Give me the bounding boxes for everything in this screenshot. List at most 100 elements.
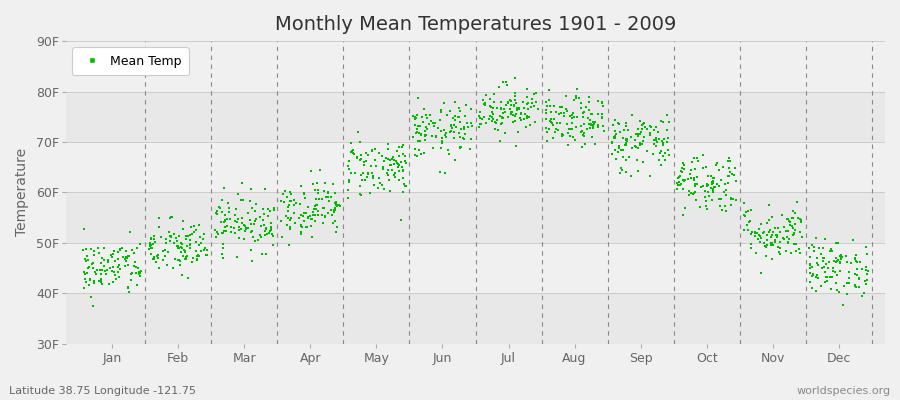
Point bbox=[408, 146, 422, 152]
Point bbox=[584, 111, 598, 118]
Point bbox=[635, 138, 650, 145]
Point bbox=[255, 251, 269, 257]
Point bbox=[832, 289, 846, 296]
Point bbox=[328, 207, 342, 213]
Point bbox=[564, 112, 579, 118]
Point bbox=[687, 177, 701, 183]
Point bbox=[849, 252, 863, 259]
Point bbox=[158, 240, 173, 246]
Point bbox=[778, 248, 793, 254]
Point bbox=[518, 105, 532, 111]
Point bbox=[634, 140, 649, 147]
Point bbox=[408, 116, 422, 122]
Point bbox=[113, 247, 128, 253]
Point bbox=[496, 79, 510, 85]
Point bbox=[210, 211, 224, 218]
Point bbox=[706, 185, 720, 192]
Point bbox=[280, 222, 294, 228]
Point bbox=[829, 258, 843, 265]
Point bbox=[691, 158, 706, 164]
Point bbox=[326, 220, 340, 227]
Point bbox=[619, 140, 634, 146]
Point bbox=[857, 290, 871, 296]
Point bbox=[817, 268, 832, 275]
Point bbox=[421, 121, 436, 128]
Point bbox=[803, 264, 817, 271]
Point bbox=[328, 190, 343, 196]
Point bbox=[77, 276, 92, 282]
Point bbox=[431, 125, 446, 131]
Point bbox=[712, 167, 726, 173]
Point bbox=[483, 113, 498, 119]
Point bbox=[215, 255, 230, 261]
Point bbox=[554, 110, 568, 116]
Point bbox=[588, 118, 602, 125]
Point bbox=[315, 196, 329, 202]
Point bbox=[342, 178, 356, 185]
Point bbox=[392, 161, 406, 168]
Point bbox=[543, 103, 557, 109]
Point bbox=[727, 172, 742, 178]
Point bbox=[266, 242, 280, 248]
Point bbox=[428, 120, 442, 126]
Point bbox=[408, 116, 422, 123]
Point bbox=[190, 252, 204, 259]
Point bbox=[575, 110, 590, 116]
Point bbox=[720, 158, 734, 164]
Point bbox=[495, 115, 509, 121]
Point bbox=[412, 130, 427, 136]
Point bbox=[144, 235, 158, 241]
Point bbox=[214, 251, 229, 257]
Point bbox=[504, 102, 518, 108]
Point bbox=[306, 209, 320, 215]
Point bbox=[575, 113, 590, 120]
Point bbox=[575, 128, 590, 134]
Point bbox=[682, 191, 697, 198]
Y-axis label: Temperature: Temperature bbox=[15, 148, 29, 236]
Point bbox=[224, 229, 238, 235]
Point bbox=[252, 214, 266, 220]
Point bbox=[815, 255, 830, 262]
Point bbox=[571, 86, 585, 92]
Point bbox=[828, 268, 842, 275]
Point bbox=[802, 245, 816, 251]
Point bbox=[562, 112, 577, 119]
Point bbox=[662, 152, 676, 158]
Point bbox=[608, 134, 622, 141]
Point bbox=[655, 153, 670, 160]
Point bbox=[765, 240, 779, 247]
Point bbox=[494, 121, 508, 127]
Point bbox=[842, 280, 856, 286]
Point bbox=[786, 232, 800, 238]
Point bbox=[713, 203, 727, 210]
Point bbox=[803, 254, 817, 260]
Point bbox=[824, 274, 839, 280]
Point bbox=[164, 214, 178, 220]
Point bbox=[806, 272, 820, 278]
Point bbox=[317, 205, 331, 212]
Point bbox=[163, 237, 177, 244]
Point bbox=[705, 179, 719, 185]
Point bbox=[381, 146, 395, 152]
Point bbox=[544, 116, 559, 122]
Point bbox=[454, 144, 468, 150]
Point bbox=[171, 256, 185, 263]
Point bbox=[148, 256, 162, 262]
Point bbox=[131, 271, 146, 277]
Point bbox=[655, 119, 670, 125]
Point bbox=[566, 134, 580, 140]
Point bbox=[696, 152, 710, 159]
Point bbox=[830, 258, 844, 264]
Point bbox=[506, 118, 520, 125]
Point bbox=[544, 109, 558, 116]
Point bbox=[855, 293, 869, 299]
Point bbox=[577, 130, 591, 136]
Point bbox=[389, 158, 403, 164]
Point bbox=[174, 244, 188, 250]
Point bbox=[438, 130, 453, 136]
Point bbox=[454, 118, 468, 125]
Point bbox=[418, 132, 432, 138]
Point bbox=[96, 257, 111, 263]
Point bbox=[606, 139, 620, 146]
Point bbox=[215, 230, 230, 236]
